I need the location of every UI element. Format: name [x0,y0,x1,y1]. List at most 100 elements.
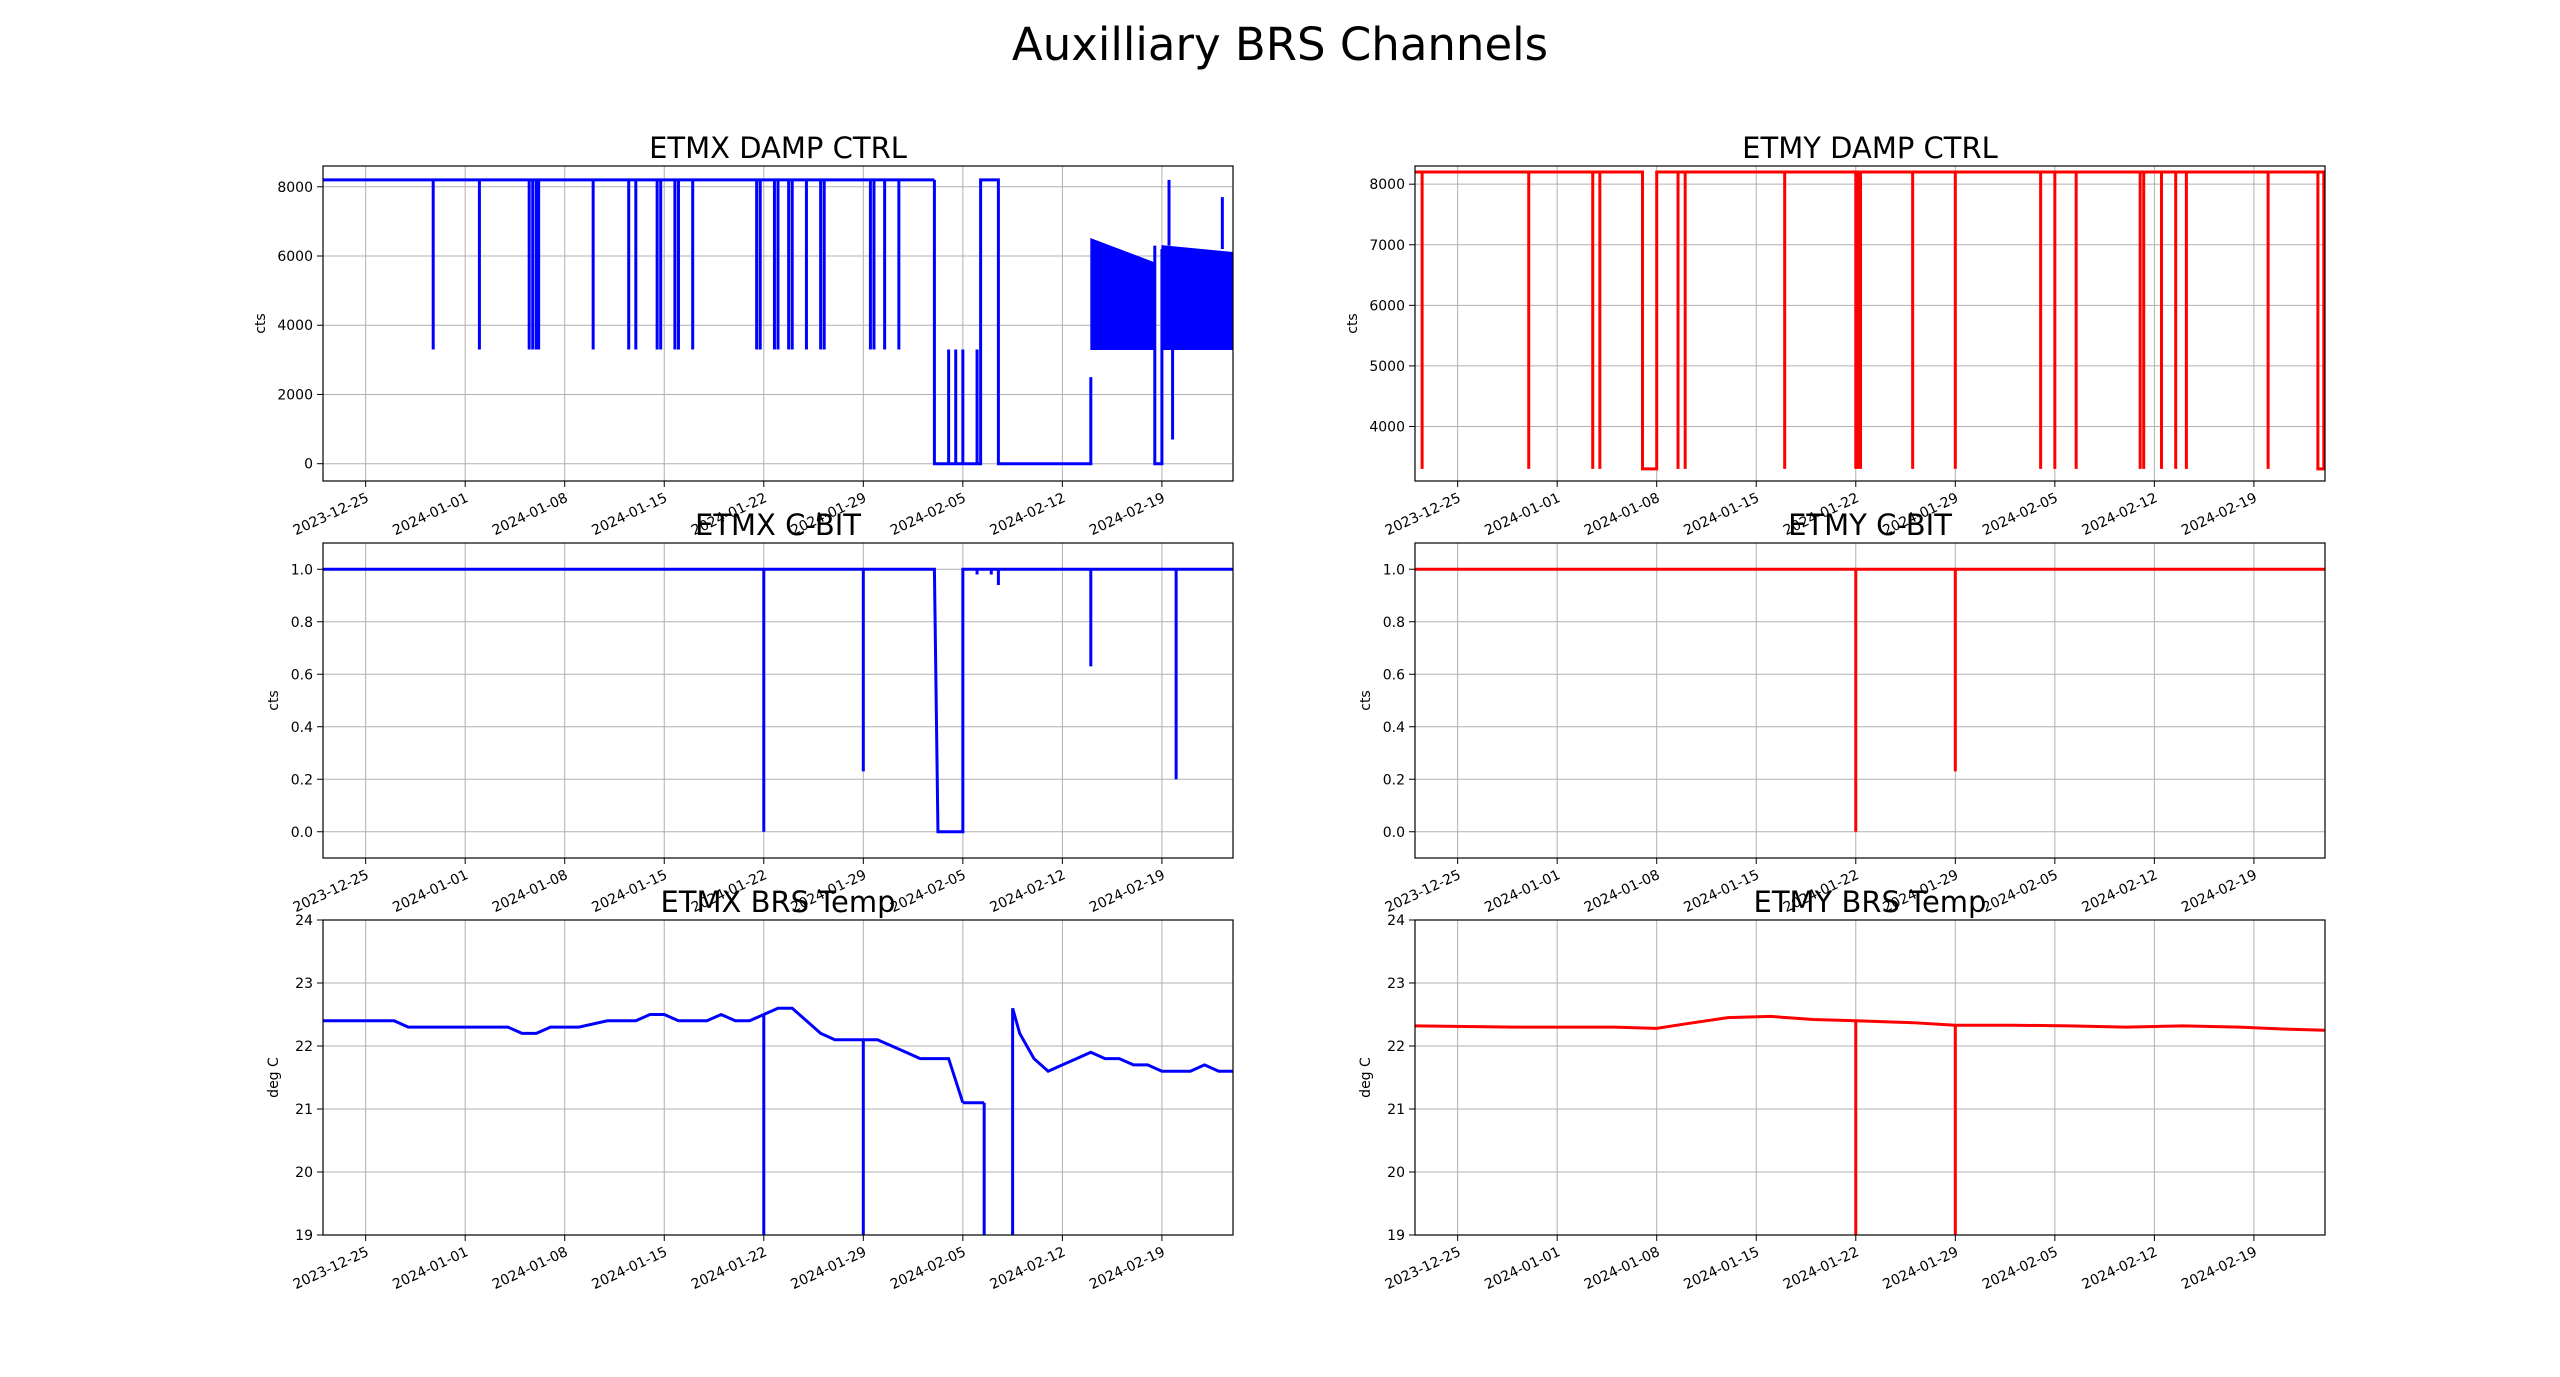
y-tick-label: 0.0 [291,825,313,841]
x-tick-label: 2024-01-08 [490,1244,571,1293]
y-tick-label: 6000 [1369,298,1405,314]
x-tick-label: 2024-01-01 [390,1244,471,1293]
x-tick-label: 2024-02-12 [2080,490,2161,539]
y-tick-label: 0.8 [1383,615,1405,631]
x-tick-label: 2024-02-19 [1087,490,1168,539]
y-tick-label: 4000 [1369,419,1405,435]
x-tick-label: 2023-12-25 [1383,490,1464,539]
series-line [2316,172,2325,471]
plot-frame [322,542,1234,859]
plot-frame [1414,165,2326,482]
panel-etmx-temp-ylabel: deg C [266,1057,282,1098]
y-tick-label: 0.0 [1383,825,1405,841]
series-line [323,1006,965,1104]
series-line [1415,1014,2325,1032]
panel-etmy-damp: 2023-12-25 2024-01-01 2024-01-08 2024-01-15… [1345,131,2326,539]
panel-etmx-damp: 2023-12-25 2024-01-01 2024-01-08 2024-01-15… [253,131,1234,539]
figure-suptitle: Auxilliary BRS Channels [1012,18,1548,71]
y-tick-label: 24 [295,913,313,929]
x-tick-label: 2024-01-08 [490,867,571,916]
series-line [1153,245,1164,466]
panel-etmy-temp-ylabel: deg C [1358,1057,1374,1098]
y-tick-label: 0.4 [1383,720,1405,736]
y-tick-label: 19 [1387,1228,1405,1244]
panel-etmx-temp: 2023-12-25 2024-01-01 2024-01-08 2024-01-15… [266,885,1234,1293]
panel-etmx-cbit: 2023-12-25 2024-01-01 2024-01-08 2024-01-15… [266,508,1234,916]
panel-etmx-damp-title: ETMX DAMP CTRL [649,131,907,165]
y-tick-label: 20 [295,1165,313,1181]
x-tick-label: 2024-01-22 [689,1244,770,1293]
panel-etmy-damp-title: ETMY DAMP CTRL [1742,131,1998,165]
x-tick-label: 2024-02-12 [2080,867,2161,916]
x-tick-label: 2023-12-25 [291,1244,372,1293]
x-tick-label: 2024-02-05 [1980,490,2061,539]
x-tick-label: 2023-12-25 [291,867,372,916]
x-tick-label: 2024-01-29 [1880,1244,1961,1293]
x-tick-label: 2024-01-15 [1681,490,1762,539]
plot-frame [322,165,1234,482]
x-tick-label: 2024-02-12 [988,490,1069,539]
x-tick-label: 2024-01-08 [1582,490,1663,539]
x-tick-label: 2024-02-19 [2179,1244,2260,1293]
y-tick-label: 23 [1387,976,1405,992]
panel-etmy-temp-title: ETMY BRS Temp [1754,885,1987,919]
x-tick-label: 2024-02-19 [2179,490,2260,539]
panel-etmx-cbit-title: ETMX C-BIT [695,508,861,542]
x-tick-label: 2024-01-29 [788,1244,869,1293]
x-tick-label: 2023-12-25 [1383,1244,1464,1293]
x-tick-label: 2024-01-01 [1482,1244,1563,1293]
y-tick-label: 0.6 [291,667,313,683]
x-tick-label: 2024-02-05 [1980,1244,2061,1293]
x-tick-label: 2024-01-08 [490,490,571,539]
x-tick-label: 2024-02-05 [1980,867,2061,916]
x-tick-label: 2024-01-01 [390,490,471,539]
y-tick-label: 22 [295,1039,313,1055]
panel-etmx-damp-ylabel: cts [253,313,269,333]
y-tick-label: 1.0 [1383,562,1405,578]
y-tick-label: 8000 [1369,177,1405,193]
x-tick-label: 2024-02-05 [888,490,969,539]
y-tick-label: 21 [1387,1102,1405,1118]
x-tick-label: 2024-01-15 [589,867,670,916]
x-tick-label: 2023-12-25 [291,490,372,539]
x-tick-label: 2024-02-19 [2179,867,2260,916]
x-tick-label: 2024-01-22 [1781,1244,1862,1293]
panel-etmy-cbit-ylabel: cts [1358,690,1374,710]
y-tick-label: 0.2 [291,772,313,788]
x-tick-label: 2024-01-15 [589,490,670,539]
y-tick-label: 21 [295,1102,313,1118]
panel-etmy-cbit-title: ETMY C-BIT [1788,508,1952,542]
y-tick-label: 0.4 [291,720,313,736]
y-tick-label: 2000 [277,387,313,403]
panel-etmy-cbit: 2023-12-25 2024-01-01 2024-01-08 2024-01-15… [1358,508,2326,916]
plot-frame [1414,542,2326,859]
panel-etmx-temp-title: ETMX BRS Temp [660,885,895,919]
y-tick-label: 24 [1387,913,1405,929]
y-tick-label: 4000 [277,318,313,334]
x-tick-label: 2024-01-01 [1482,867,1563,916]
series-line [932,178,1093,466]
y-tick-label: 19 [295,1228,313,1244]
x-tick-label: 2024-02-12 [988,867,1069,916]
panel-etmy-temp: 2023-12-25 2024-01-01 2024-01-08 2024-01-15… [1358,885,2326,1293]
y-tick-label: 22 [1387,1039,1405,1055]
x-tick-label: 2024-02-05 [888,867,969,916]
series-line [1415,170,2325,471]
y-tick-label: 7000 [1369,238,1405,254]
series-line [323,567,1233,834]
y-tick-label: 5000 [1369,359,1405,375]
y-tick-label: 0.8 [291,615,313,631]
y-tick-label: 23 [295,976,313,992]
plot-frame [1414,919,2326,1236]
y-tick-label: 20 [1387,1165,1405,1181]
x-tick-label: 2024-01-01 [1482,490,1563,539]
x-tick-label: 2024-02-05 [888,1244,969,1293]
y-tick-label: 0.6 [1383,667,1405,683]
y-tick-label: 6000 [277,249,313,265]
x-tick-label: 2024-01-15 [1681,1244,1762,1293]
x-tick-label: 2023-12-25 [1383,867,1464,916]
x-tick-label: 2024-01-15 [1681,867,1762,916]
x-tick-label: 2024-02-12 [2080,1244,2161,1293]
panel-etmx-cbit-ylabel: cts [266,690,282,710]
